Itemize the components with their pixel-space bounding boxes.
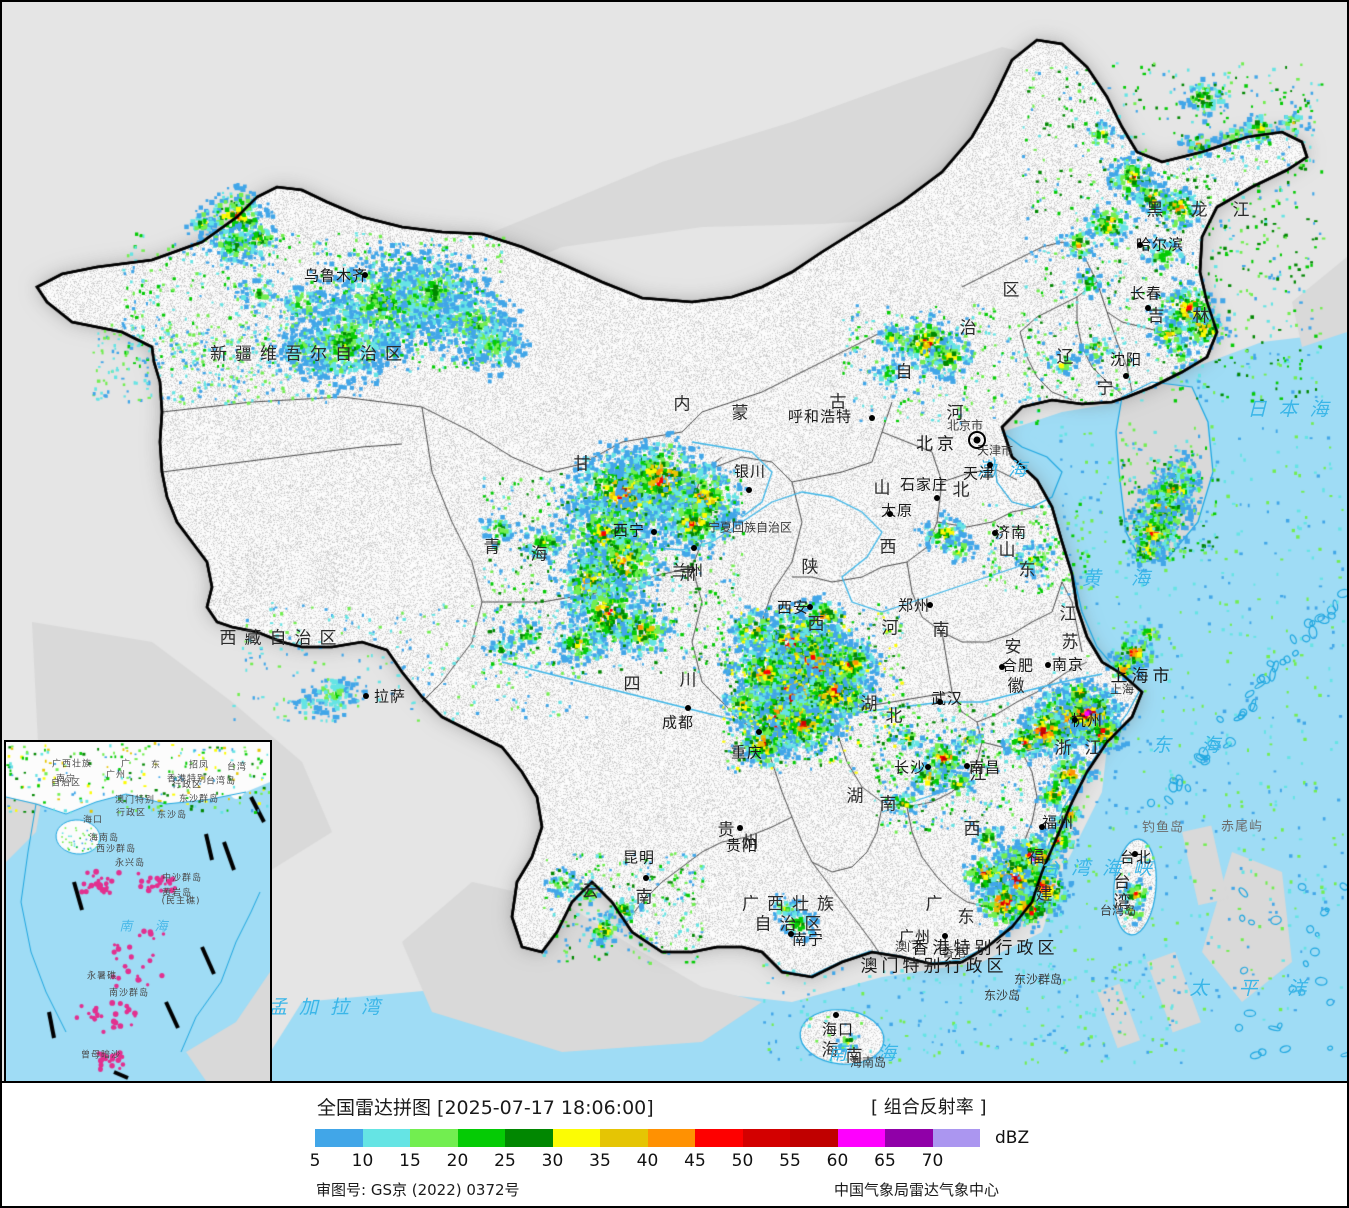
- issuing-agency: 中国气象局雷达气象中心: [834, 1181, 1000, 1199]
- colorbar-swatch-6: [600, 1129, 648, 1147]
- colorbar-swatch-9: [742, 1129, 790, 1147]
- colorbar-tick: 30: [541, 1151, 564, 1171]
- colorbar-tick: 55: [779, 1151, 801, 1171]
- colorbar-tick: 45: [684, 1151, 706, 1171]
- colorbar-tick: 20: [446, 1151, 469, 1171]
- colorbar-swatch-5: [552, 1129, 600, 1147]
- national-radar-map-panel[interactable]: 新疆维吾尔自治区 西藏自治区 广西壮族 自治区青海甘肃四川云南贵州陕西山西河北河南山东…: [0, 0, 1349, 1083]
- colorbar-tick: 5: [309, 1151, 321, 1171]
- colorbar-swatch-13: [932, 1129, 980, 1147]
- colorbar-swatch-10: [790, 1129, 838, 1147]
- colorbar-swatch-4: [505, 1129, 553, 1147]
- colorbar-tick: 65: [874, 1151, 896, 1171]
- colorbar-tick: 40: [636, 1151, 659, 1171]
- colorbar-unit-label: dBZ: [995, 1128, 1030, 1148]
- colorbar-swatch-8: [695, 1129, 743, 1147]
- dbz-colorbar: [315, 1129, 980, 1147]
- south-china-sea-inset-panel[interactable]: 广西壮族 自治区广东南宁 广州 香港特别 行政区 澳门特别 行政区 台湾 台湾岛 东沙群岛 东沙岛海…: [4, 740, 272, 1081]
- colorbar-swatch-3: [457, 1129, 505, 1147]
- colorbar-tick-labels: 5 10 15 20 25 30 35 40 45 50 55 60 65 70: [307, 1151, 1047, 1173]
- colorbar-tick: 15: [399, 1151, 421, 1171]
- colorbar-tick: 60: [826, 1151, 849, 1171]
- colorbar-tick: 70: [921, 1151, 944, 1171]
- legend-title: 全国雷达拼图 [2025-07-17 18:06:00]: [317, 1097, 654, 1119]
- colorbar-tick: 25: [494, 1151, 516, 1171]
- colorbar-swatch-1: [362, 1129, 410, 1147]
- legend-product-type: [ 组合反射率 ]: [871, 1097, 987, 1118]
- colorbar-swatch-7: [647, 1129, 695, 1147]
- colorbar-tick: 50: [731, 1151, 754, 1171]
- colorbar-tick: 10: [351, 1151, 374, 1171]
- south-china-sea-inset-canvas[interactable]: [6, 742, 270, 1081]
- colorbar-tick: 35: [589, 1151, 611, 1171]
- colorbar-swatch-0: [315, 1129, 363, 1147]
- map-review-number: 审图号: GS京 (2022) 0372号: [316, 1181, 520, 1199]
- colorbar-swatch-11: [837, 1129, 885, 1147]
- colorbar-swatch-12: [885, 1129, 933, 1147]
- colorbar-swatch-2: [410, 1129, 458, 1147]
- legend-panel: 全国雷达拼图 [2025-07-17 18:06:00] [ 组合反射率 ] d…: [0, 1083, 1349, 1208]
